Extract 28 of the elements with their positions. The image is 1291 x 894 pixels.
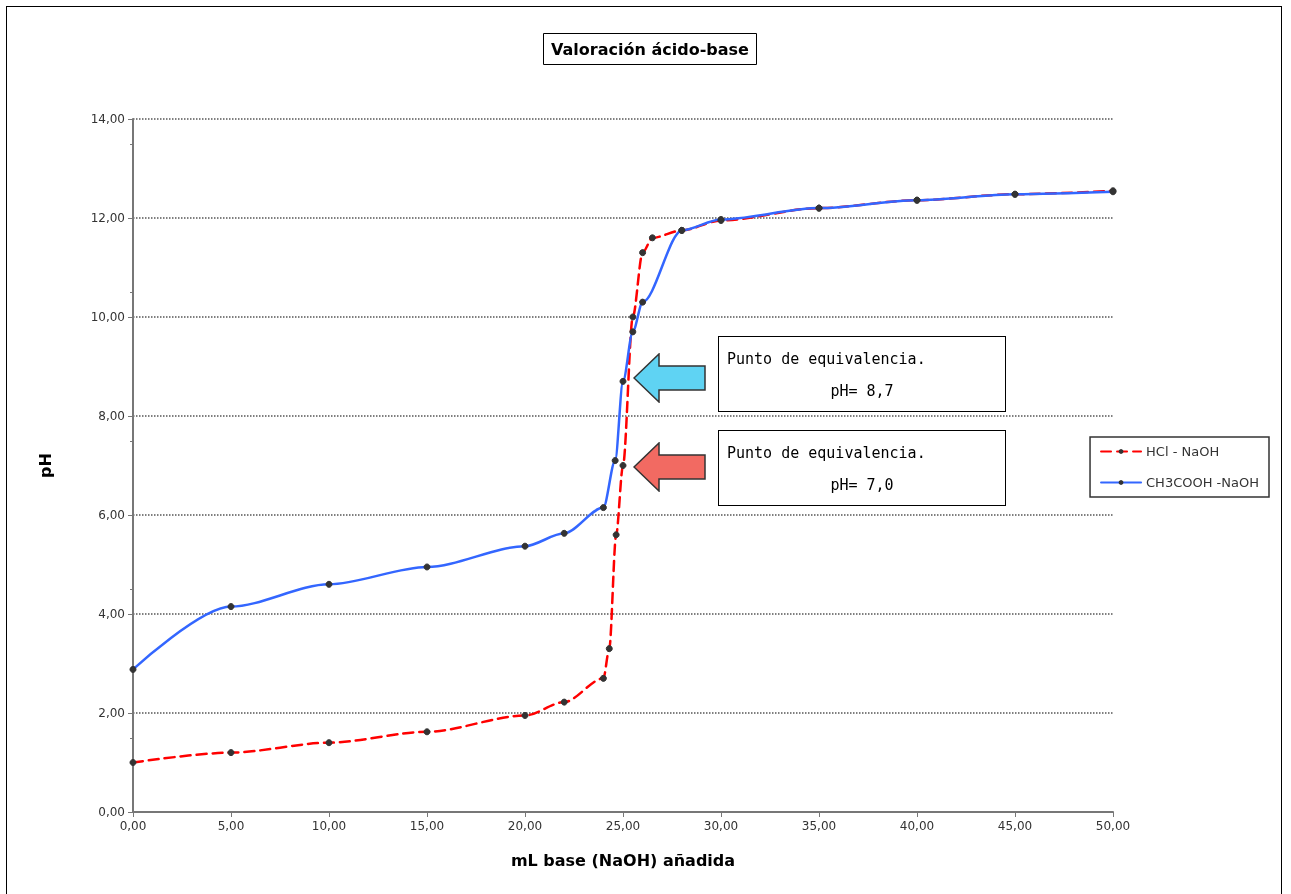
y-tick-label: 0,00 [98,805,125,819]
legend-label: CH3COOH -NaOH [1146,475,1260,490]
x-tick-label: 50,00 [1095,819,1131,833]
x-tick-label: 35,00 [801,819,837,833]
x-axis-title: mL base (NaOH) añadida [510,850,736,870]
x-tick-label: 0,00 [119,819,147,833]
callout-box: Punto de equivalencia. pH= 7,0 [718,430,1006,506]
x-tick-label: 20,00 [507,819,543,833]
y-tick-label: 14,00 [90,112,125,126]
x-tick-label: 25,00 [605,819,641,833]
y-axis-title: pH [35,453,55,478]
y-tick-label: 12,00 [90,211,125,225]
annotation: Punto de equivalencia. pH= 8,7 [727,349,927,402]
x-tick-label: 5,00 [217,819,245,833]
callout-box: Punto de equivalencia. pH= 8,7 [718,336,1006,412]
chart-title: Valoración ácido-base [551,39,750,59]
x-tick-label: 10,00 [311,819,347,833]
x-tick-label: 40,00 [899,819,935,833]
annotation: Punto de equivalencia. pH= 7,0 [727,443,927,496]
y-tick-label: 2,00 [98,706,125,720]
x-tick-label: 30,00 [703,819,739,833]
y-tick-label: 4,00 [98,607,125,621]
x-tick-label: 15,00 [409,819,445,833]
y-tick-label: 6,00 [98,508,125,522]
y-tick-label: 8,00 [98,409,125,423]
y-tick-label: 10,00 [90,310,125,324]
x-tick-label: 45,00 [997,819,1033,833]
legend-label: HCl - NaOH [1146,444,1220,459]
